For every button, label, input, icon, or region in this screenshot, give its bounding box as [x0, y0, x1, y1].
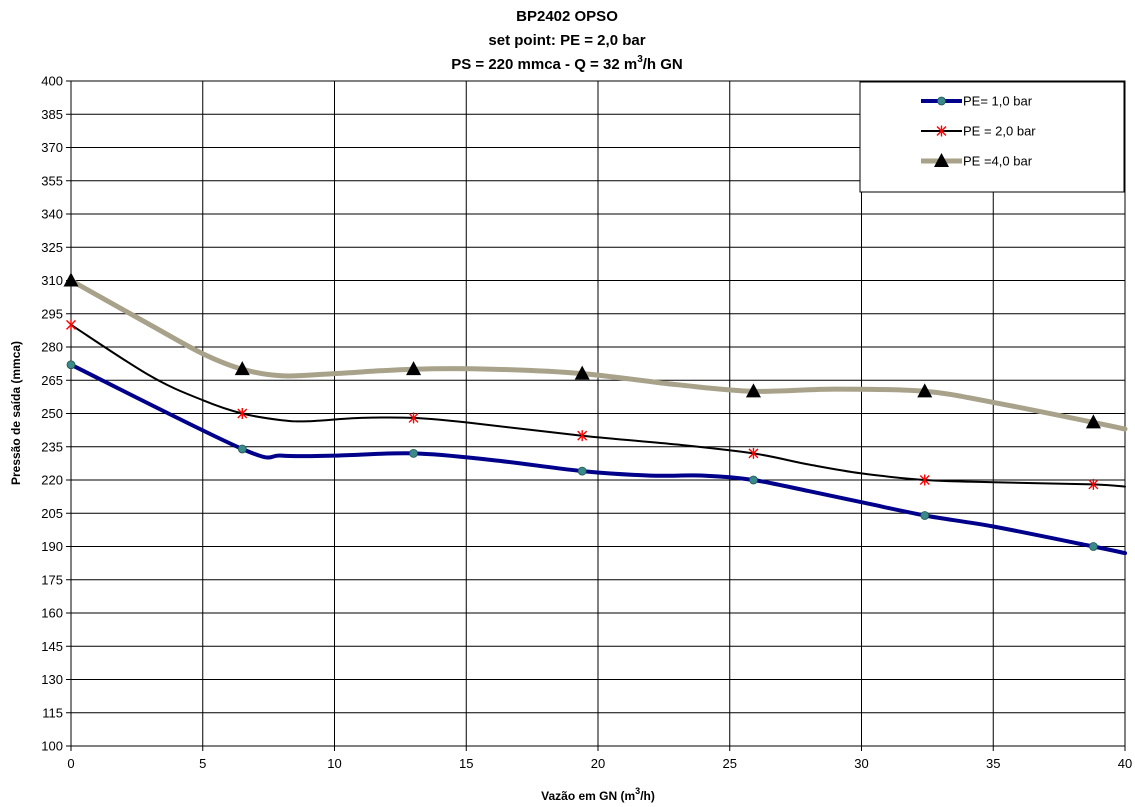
y-tick-label: 130	[41, 672, 63, 687]
y-tick-label: 295	[41, 306, 63, 321]
y-tick-label: 355	[41, 173, 63, 188]
grid-lines	[70, 80, 1126, 747]
x-axis-label-main: Vazão em GN (m	[541, 789, 635, 803]
data-point	[408, 412, 419, 424]
data-point-legend	[934, 153, 949, 167]
y-tick-label: 145	[41, 639, 63, 654]
data-point	[917, 383, 933, 398]
data-point	[577, 466, 587, 476]
y-tick-label: 160	[41, 606, 63, 621]
x-tick-labels: 0 5 10 15 20 25 30 35 40	[67, 756, 1132, 771]
series-line	[70, 323, 1126, 488]
y-tick-label: 115	[42, 705, 63, 720]
y-tick-label: 205	[41, 506, 63, 521]
data-point	[574, 365, 590, 380]
x-axis-label: Vazão em GN (m3/h)	[541, 786, 655, 803]
legend-label: PE =4,0 bar	[963, 154, 1033, 169]
title-line-3-suffix: /h GN	[643, 56, 683, 73]
legend: PE= 1,0 bar PE = 2,0 bar PE =4,0 bar	[859, 81, 1125, 193]
data-point-legend	[937, 96, 946, 106]
data-point	[234, 361, 250, 376]
y-tick-label: 265	[41, 373, 63, 388]
y-tick-label: 220	[41, 473, 63, 488]
x-tick-label: 40	[1118, 756, 1132, 771]
data-point	[745, 383, 761, 398]
y-tick-label: 385	[41, 107, 63, 122]
series	[63, 272, 1128, 556]
data-point	[63, 272, 79, 287]
x-tick-label: 15	[459, 756, 473, 771]
y-tick-label: 325	[41, 240, 63, 255]
x-tick-label: 20	[591, 756, 605, 771]
y-tick-label: 400	[41, 74, 63, 89]
legend-box	[859, 81, 1125, 193]
y-tick-label: 235	[41, 439, 63, 454]
data-point	[1088, 542, 1098, 551]
x-axis-label-superscript: 3	[635, 786, 640, 796]
x-tick-label: 0	[67, 756, 74, 771]
data-point	[577, 430, 588, 442]
data-point	[406, 361, 422, 376]
series-line	[69, 362, 1127, 556]
data-point	[409, 448, 418, 458]
data-point	[66, 319, 76, 331]
axes	[66, 80, 1126, 751]
chart-title-line-2: set point: PE = 2,0 bar	[488, 32, 645, 49]
series-line	[68, 278, 1128, 432]
y-tick-label: 370	[41, 140, 63, 155]
plot-area-border	[70, 80, 1126, 747]
data-point	[748, 447, 759, 459]
x-tick-label: 5	[199, 756, 206, 771]
chart-title-line-3: PS = 220 mmca - Q = 32 m3/h GN	[451, 54, 683, 73]
data-point-legend	[936, 125, 947, 137]
y-tick-labels: 100 115 130 145 160 175 190 205 220 235 250 265 280 2…	[41, 74, 63, 754]
y-tick-label: 190	[41, 539, 63, 554]
y-tick-label: 175	[41, 572, 63, 587]
data-point	[66, 360, 76, 370]
series-3	[63, 272, 1128, 432]
x-tick-label: 35	[986, 756, 1000, 771]
y-axis-label: Pressão de saída (mmca)	[9, 341, 23, 485]
x-tick-label: 10	[327, 756, 341, 771]
title-line-3-main: PS = 220 mmca - Q = 32 m	[451, 56, 637, 73]
x-tick-label: 30	[854, 756, 868, 771]
data-point	[1085, 414, 1101, 429]
legend-label: PE= 1,0 bar	[963, 94, 1033, 109]
legend-entry: PE= 1,0 bar	[921, 94, 1033, 109]
x-tick-label: 25	[723, 756, 737, 771]
y-tick-label: 340	[41, 207, 63, 222]
chart-title: BP2402 OPSO set point: PE = 2,0 bar PS =…	[451, 8, 683, 73]
data-point	[237, 408, 248, 419]
data-point	[1088, 478, 1099, 490]
data-point	[749, 475, 758, 485]
legend-entry: PE =4,0 bar	[921, 153, 1033, 169]
y-tick-label: 280	[41, 340, 63, 355]
y-tick-label: 250	[41, 406, 63, 421]
series-1	[66, 360, 1127, 556]
data-point	[237, 444, 247, 454]
legend-entry: PE = 2,0 bar	[921, 124, 1036, 139]
series-2	[66, 319, 1126, 490]
x-axis-label-suffix: /h)	[640, 789, 655, 803]
data-point	[919, 474, 930, 486]
data-point	[920, 511, 930, 520]
y-tick-label: 100	[41, 739, 63, 754]
y-tick-label: 310	[41, 273, 63, 288]
chart-title-line-1: BP2402 OPSO	[516, 8, 618, 25]
legend-label: PE = 2,0 bar	[963, 124, 1036, 139]
title-line-3-superscript: 3	[637, 54, 643, 65]
